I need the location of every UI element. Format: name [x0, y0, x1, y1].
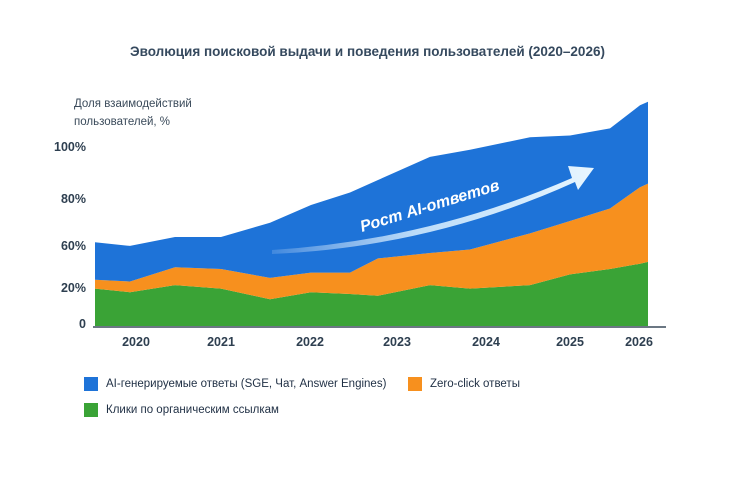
legend-zero-click: Zero-click ответы	[408, 377, 520, 391]
x-tick-label: 2020	[122, 335, 150, 349]
y-tick-label: 100%	[54, 140, 86, 154]
chart-title: Эволюция поисковой выдачи и поведения по…	[130, 44, 605, 59]
x-tick-label: 2022	[296, 335, 324, 349]
legend-organic: Клики по органическим ссылкам	[84, 403, 279, 417]
area-series-ai	[95, 101, 648, 282]
legend-organic-label: Клики по органическим ссылкам	[106, 404, 279, 416]
legend-ai-label: AI-генерируемые ответы (SGE, Чат, Answer…	[106, 378, 387, 390]
y-axis-label: Доля взаимодействий пользователей, %	[74, 98, 192, 128]
x-tick-label: 2021	[207, 335, 235, 349]
x-tick-label: 2023	[383, 335, 411, 349]
area-series-organic	[95, 261, 648, 326]
y-tick-label: 20%	[61, 281, 86, 295]
x-tick-label: 2026	[625, 335, 653, 349]
legend-organic-swatch	[84, 403, 98, 417]
x-tick-label: 2025	[556, 335, 584, 349]
area-series-zero-click	[95, 183, 648, 300]
legend-ai-swatch	[84, 377, 98, 391]
y-tick-label: 0	[79, 317, 86, 331]
y-tick-label: 60%	[61, 239, 86, 253]
legend-zero-click-label: Zero-click ответы	[430, 378, 520, 390]
x-tick-label: 2024	[472, 335, 500, 349]
legend-zero-click-swatch	[408, 377, 422, 391]
legend-ai: AI-генерируемые ответы (SGE, Чат, Answer…	[84, 377, 386, 391]
y-tick-label: 80%	[61, 192, 86, 206]
